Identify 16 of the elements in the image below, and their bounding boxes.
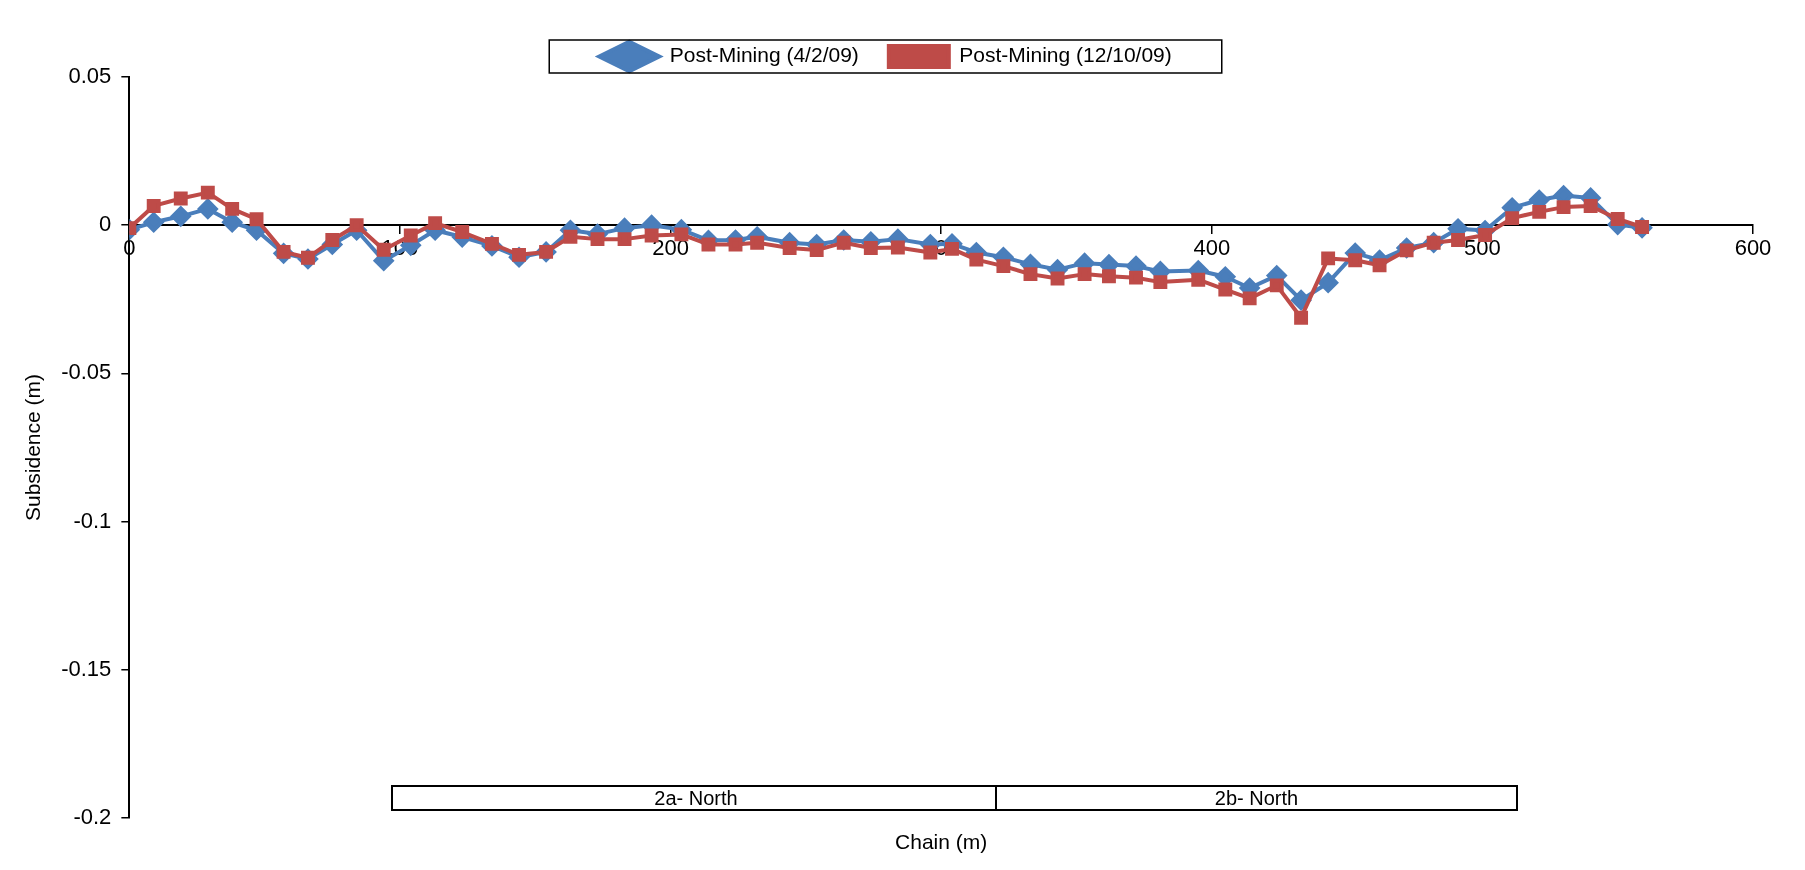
label-strip: 2a- North 2b- North	[391, 785, 1516, 811]
y-tick-label: -0.05	[61, 359, 112, 385]
x-axis-title: Chain (m)	[895, 830, 988, 854]
legend-label: Post-Mining (4/2/09)	[669, 43, 859, 67]
annotation: 2b- North	[1214, 786, 1299, 810]
y-tick-label: -0.2	[73, 804, 112, 830]
y-tick-label: 0.05	[68, 63, 112, 89]
x-tick-label: 600	[1734, 235, 1772, 261]
y-tick-label: -0.1	[73, 507, 112, 533]
y-axis-title: Subsidence (m)	[21, 373, 45, 522]
x-tick-label: 400	[1193, 235, 1231, 261]
y-tick-label: -0.15	[61, 655, 112, 681]
legend-label: Post-Mining (12/10/09)	[959, 43, 1172, 67]
y-tick-label: 0	[99, 211, 112, 237]
x-tick-label: 200	[652, 235, 689, 261]
annotation: 2a- North	[654, 786, 738, 810]
